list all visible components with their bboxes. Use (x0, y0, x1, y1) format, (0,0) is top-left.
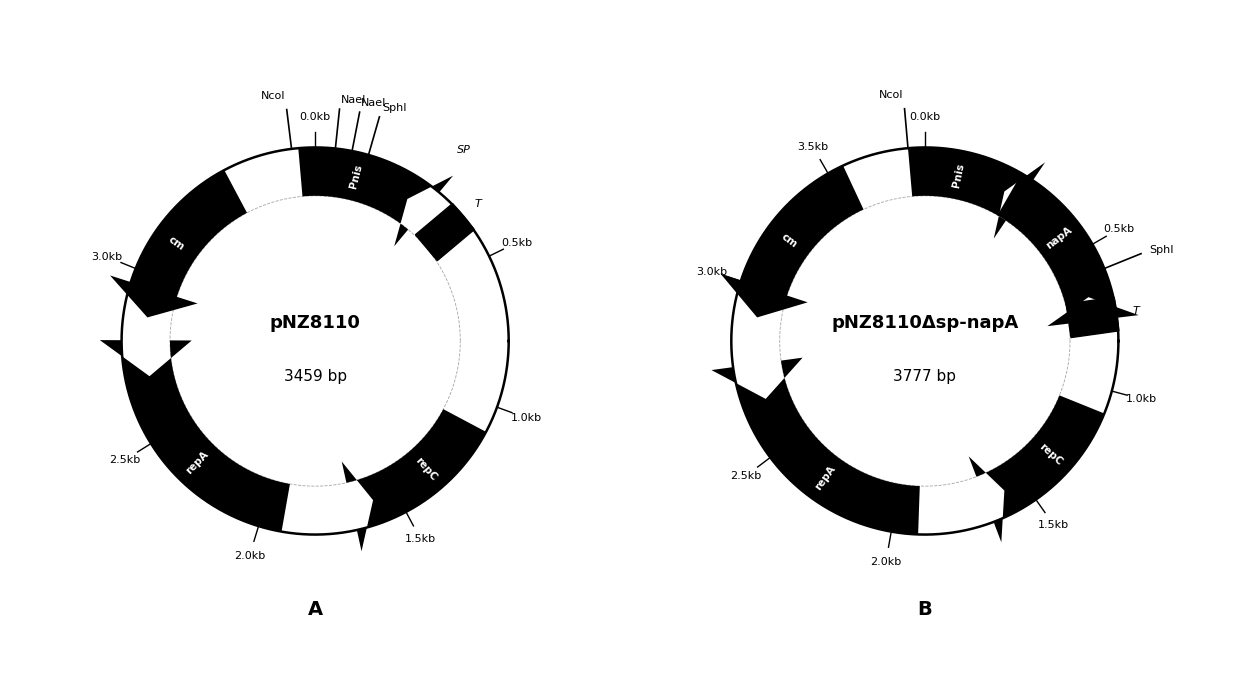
Text: 3.0kb: 3.0kb (696, 267, 727, 277)
Polygon shape (968, 396, 1105, 542)
Text: 3.5kb: 3.5kb (797, 142, 828, 151)
Text: NaeI: NaeI (361, 98, 387, 108)
Polygon shape (342, 409, 486, 551)
Text: A: A (308, 600, 322, 619)
Text: repA: repA (813, 464, 837, 492)
Text: 3.0kb: 3.0kb (92, 252, 123, 262)
Text: pNZ8110Δsp-napA: pNZ8110Δsp-napA (831, 314, 1018, 332)
Text: cm: cm (166, 235, 186, 253)
Text: repA: repA (185, 449, 211, 476)
Text: 2.0kb: 2.0kb (870, 557, 901, 567)
Text: cm: cm (779, 231, 799, 250)
Polygon shape (908, 147, 1045, 239)
FancyBboxPatch shape (1066, 297, 1118, 338)
Text: repC: repC (1037, 441, 1064, 467)
Text: NaeI: NaeI (341, 95, 366, 106)
Text: 1.5kb: 1.5kb (1038, 520, 1069, 530)
Text: 1.5kb: 1.5kb (405, 534, 436, 544)
Text: 2.5kb: 2.5kb (730, 471, 761, 481)
Text: NcoI: NcoI (262, 91, 285, 101)
Text: Pnis: Pnis (951, 162, 966, 188)
Polygon shape (997, 173, 1138, 326)
FancyBboxPatch shape (415, 204, 475, 261)
Text: 0.0kb: 0.0kb (300, 112, 331, 121)
Text: Pnis: Pnis (348, 164, 365, 190)
Text: SphI: SphI (382, 104, 407, 113)
Text: 3777 bp: 3777 bp (893, 369, 956, 384)
Text: T: T (475, 199, 481, 209)
Text: 0.0kb: 0.0kb (909, 112, 940, 121)
Text: 0.5kb: 0.5kb (501, 237, 532, 248)
Text: 2.5kb: 2.5kb (109, 455, 140, 465)
Text: T: T (1132, 306, 1140, 316)
Polygon shape (299, 147, 453, 246)
Polygon shape (712, 357, 920, 535)
Text: 1.0kb: 1.0kb (1126, 394, 1157, 404)
Text: 3459 bp: 3459 bp (284, 369, 347, 384)
Text: SP: SP (458, 145, 471, 155)
Text: pNZ8110: pNZ8110 (270, 314, 361, 332)
Polygon shape (110, 170, 247, 317)
Text: B: B (918, 600, 932, 619)
Text: SphI: SphI (1149, 246, 1174, 255)
Text: 1.0kb: 1.0kb (511, 413, 542, 423)
Text: NcoI: NcoI (879, 90, 904, 100)
Text: 2.0kb: 2.0kb (234, 550, 265, 561)
Text: 0.5kb: 0.5kb (1104, 224, 1135, 234)
Text: napA: napA (1044, 225, 1074, 251)
Polygon shape (720, 166, 863, 317)
Polygon shape (99, 340, 290, 532)
Text: repC: repC (413, 455, 439, 482)
